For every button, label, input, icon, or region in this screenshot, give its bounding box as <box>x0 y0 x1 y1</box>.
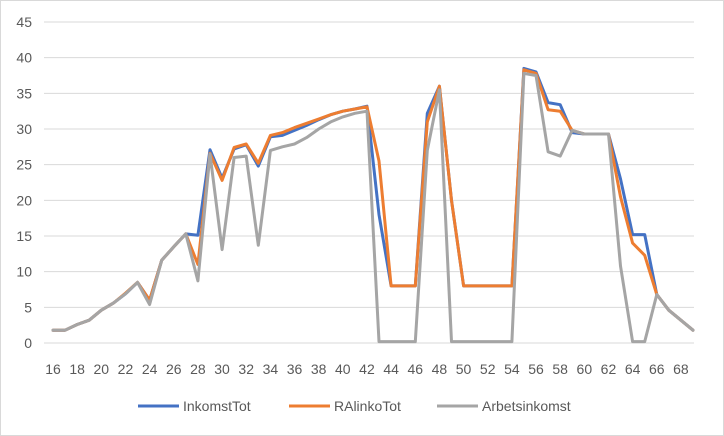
y-tick-label: 20 <box>16 192 32 208</box>
y-axis-tick-labels: 0 5 10 15 20 25 30 35 40 45 <box>16 14 32 351</box>
x-tick-label: 64 <box>625 361 641 377</box>
x-tick-label: 36 <box>287 361 303 377</box>
y-tick-label: 30 <box>16 121 32 137</box>
x-tick-label: 54 <box>504 361 520 377</box>
legend-label: RAlinkoTot <box>334 398 401 414</box>
x-tick-label: 42 <box>359 361 375 377</box>
x-tick-label: 66 <box>649 361 665 377</box>
series-line-arbetsinkomst <box>51 71 695 344</box>
x-tick-label: 20 <box>94 361 110 377</box>
x-tick-label: 46 <box>407 361 423 377</box>
x-tick-label: 68 <box>673 361 689 377</box>
y-tick-label: 0 <box>24 335 32 351</box>
legend-label: Arbetsinkomst <box>482 398 571 414</box>
x-tick-label: 28 <box>190 361 206 377</box>
y-tick-label: 15 <box>16 228 32 244</box>
x-tick-label: 48 <box>432 361 448 377</box>
y-tick-label: 35 <box>16 85 32 101</box>
y-tick-label: 10 <box>16 264 32 280</box>
x-tick-label: 44 <box>383 361 399 377</box>
x-tick-label: 50 <box>456 361 472 377</box>
x-tick-label: 52 <box>480 361 496 377</box>
y-tick-label: 40 <box>16 50 32 66</box>
legend: InkomstTot RAlinkoTot Arbetsinkomst <box>138 398 571 414</box>
x-tick-label: 58 <box>552 361 568 377</box>
x-tick-label: 24 <box>142 361 158 377</box>
x-tick-label: 56 <box>528 361 544 377</box>
x-tick-label: 22 <box>118 361 134 377</box>
legend-label: InkomstTot <box>183 398 251 414</box>
x-tick-label: 26 <box>166 361 182 377</box>
x-tick-label: 18 <box>69 361 85 377</box>
x-tick-label: 30 <box>214 361 230 377</box>
y-tick-label: 5 <box>24 299 32 315</box>
x-axis-tick-labels: 16 18 20 22 24 26 28 30 32 34 36 38 40 42 44 46 48 50 52 54… <box>45 361 689 377</box>
x-tick-label: 34 <box>263 361 279 377</box>
x-tick-label: 62 <box>601 361 617 377</box>
series-lines <box>51 66 695 344</box>
y-tick-label: 25 <box>16 157 32 173</box>
x-tick-label: 38 <box>311 361 327 377</box>
y-tick-label: 45 <box>16 14 32 30</box>
x-tick-label: 32 <box>238 361 254 377</box>
x-tick-label: 40 <box>335 361 351 377</box>
x-tick-label: 16 <box>45 361 61 377</box>
x-tick-label: 60 <box>577 361 593 377</box>
gridlines <box>44 21 694 344</box>
